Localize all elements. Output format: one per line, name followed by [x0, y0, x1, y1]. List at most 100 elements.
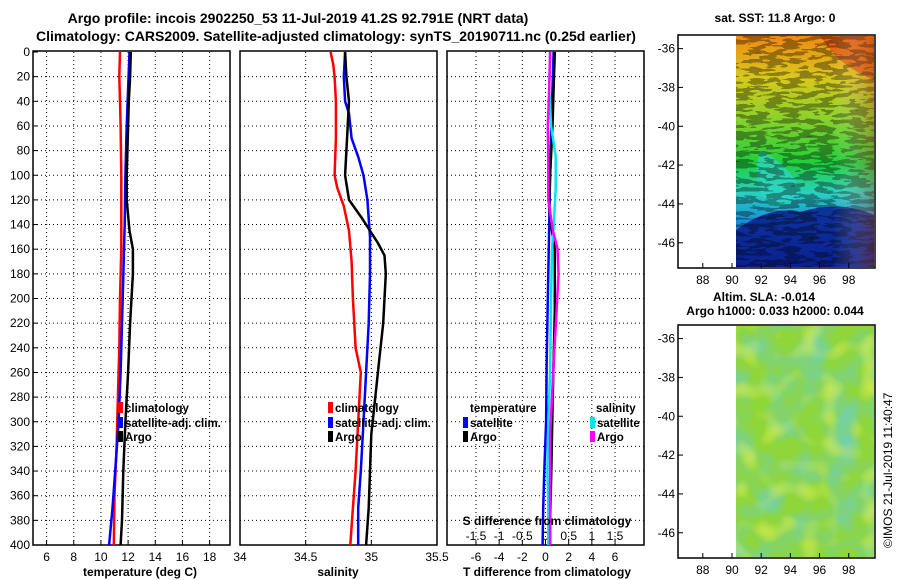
map-y-tick-label: -42 — [658, 448, 676, 462]
temperature-panel: 0 20 40 60 80 100 120 140 160 180 200 220 240 260 280 3… — [10, 45, 231, 579]
y-tick-label: 120 — [10, 193, 30, 207]
sla-map-ticks: 88 90 92 94 96 98 -36 -38 -40 -42 -44 -46 — [658, 332, 856, 577]
series-line-satellite-adj-clim- — [342, 51, 372, 545]
sst-map-ticks: 88 90 92 94 96 98 -36 -38 -40 -42 -44 -46 — [658, 42, 856, 287]
series-line-climatology — [329, 51, 363, 545]
map-y-tick-label: -42 — [658, 158, 676, 172]
difference-panel: -6 -4 -2 0 2 4 6 -1.5 -1 -0.5 0 0.5 1 1.5 temperatur… — [446, 50, 645, 579]
legend-swatch-climatology — [328, 402, 333, 413]
x-tick-label: -4 — [494, 550, 505, 564]
legend-swatch-argo — [118, 431, 123, 442]
salinity-panel: 34 34.5 35 35.5 climatology satellite-adj. … — [233, 50, 449, 579]
x-tick-label: 18 — [203, 550, 217, 564]
x-tick-label: 35 — [365, 550, 379, 564]
legend-swatch-argo — [328, 431, 333, 442]
y-tick-label: 340 — [10, 464, 30, 478]
sla-map-field — [736, 326, 874, 557]
series-line-argo — [343, 51, 388, 545]
sst-map-panel: sat. SST: 11.8 Argo: 0 88 90 92 94 96 98 -36 -3… — [658, 11, 876, 287]
s-difference-label: S difference from climatology — [463, 514, 632, 528]
y-tick-label: 100 — [10, 168, 30, 182]
y-tick-label: 320 — [10, 439, 30, 453]
x-tick-label: 2 — [565, 550, 572, 564]
map-y-tick-label: -44 — [658, 197, 676, 211]
legend-label-t-satellite: satellite — [470, 418, 513, 430]
s-tick-label: 1.5 — [607, 529, 624, 543]
map-y-tick-label: -38 — [658, 80, 676, 94]
t-difference-xlabel: T difference from climatology — [463, 565, 631, 579]
x-tick-label: 16 — [176, 550, 190, 564]
y-tick-label: 180 — [10, 267, 30, 281]
sst-map-title: sat. SST: 11.8 Argo: 0 — [715, 11, 836, 25]
s-tick-label: 1 — [589, 529, 596, 543]
map-x-tick-label: 88 — [696, 273, 710, 287]
legend-label-s-argo: Argo — [597, 432, 624, 444]
map-y-tick-label: -44 — [658, 487, 676, 501]
s-tick-label: -1 — [494, 529, 505, 543]
x-tick-label: 34.5 — [294, 550, 318, 564]
y-tick-label: 300 — [10, 415, 30, 429]
y-tick-label: 240 — [10, 341, 30, 355]
s-tick-label: -1.5 — [466, 529, 487, 543]
sla-field-highlights — [736, 326, 874, 557]
map-x-tick-label: 94 — [784, 273, 798, 287]
sst-map-field — [736, 36, 874, 267]
map-y-tick-label: -38 — [658, 370, 676, 384]
series-line-s-satellite — [546, 51, 557, 545]
depth-tick-labels: 0 20 40 60 80 100 120 140 160 180 200 220 240 260 280 3… — [10, 45, 38, 552]
map-y-tick-label: -46 — [658, 236, 676, 250]
legend-swatch-t-satellite — [463, 417, 468, 428]
legend-swatch-s-argo — [590, 431, 595, 442]
salinity-plot-area — [239, 50, 438, 546]
x-tick-label: 8 — [70, 550, 77, 564]
x-tick-label: 35.5 — [425, 550, 449, 564]
y-tick-label: 60 — [17, 119, 31, 133]
x-tick-label: -2 — [517, 550, 528, 564]
legend-label-satellite: satellite-adj. clim. — [335, 418, 431, 430]
y-tick-label: 140 — [10, 218, 30, 232]
legend-label-climatology: climatology — [335, 403, 400, 415]
legend-label-satellite: satellite-adj. clim. — [125, 418, 221, 430]
legend-heading-temperature: temperature — [470, 403, 536, 415]
map-y-tick-label: -36 — [658, 332, 676, 346]
map-x-tick-label: 88 — [696, 563, 710, 577]
map-x-tick-label: 96 — [813, 273, 827, 287]
x-tick-label: 14 — [149, 550, 163, 564]
map-x-tick-label: 90 — [725, 273, 739, 287]
y-tick-label: 380 — [10, 513, 30, 527]
map-x-tick-label: 94 — [784, 563, 798, 577]
sla-map-subtitle: Argo h1000: 0.033 h2000: 0.044 — [686, 304, 864, 318]
temperature-legend: climatology satellite-adj. clim. Argo — [118, 402, 221, 444]
y-tick-label: 160 — [10, 242, 30, 256]
t-difference-tick-labels: -6 -4 -2 0 2 4 6 — [471, 540, 619, 564]
temperature-grid — [33, 52, 230, 545]
temperature-tick-labels: 6 8 10 12 14 16 18 — [43, 540, 217, 564]
difference-grid — [447, 52, 644, 545]
x-tick-label: 0 — [542, 550, 549, 564]
x-tick-label: 34 — [233, 550, 247, 564]
y-tick-label: 40 — [17, 94, 31, 108]
map-x-tick-label: 98 — [842, 273, 856, 287]
temperature-lines — [107, 51, 135, 545]
series-line-satellite-adj-clim- — [107, 51, 131, 545]
y-tick-label: 200 — [10, 292, 30, 306]
map-x-tick-label: 98 — [842, 563, 856, 577]
legend-swatch-t-argo — [463, 431, 468, 442]
x-tick-label: 6 — [612, 550, 619, 564]
salinity-xlabel: salinity — [317, 565, 359, 579]
salinity-grid — [240, 52, 437, 545]
temperature-xlabel: temperature (deg C) — [83, 565, 197, 579]
y-tick-label: 220 — [10, 316, 30, 330]
series-line-s-argo — [546, 51, 560, 545]
title-line-2: Climatology: CARS2009. Satellite-adjuste… — [36, 28, 636, 44]
legend-label-argo: Argo — [125, 432, 152, 444]
map-y-tick-label: -46 — [658, 526, 676, 540]
y-tick-label: 360 — [10, 489, 30, 503]
legend-heading-salinity: salinity — [596, 403, 636, 415]
sla-map-panel: Altim. SLA: -0.014 Argo h1000: 0.033 h20… — [658, 290, 876, 577]
legend-swatch-s-satellite — [590, 417, 595, 428]
difference-legend: temperature satellite Argo salinity sate… — [463, 403, 640, 444]
map-x-tick-label: 92 — [754, 273, 768, 287]
y-tick-label: 400 — [10, 538, 30, 552]
sla-map-title: Altim. SLA: -0.014 — [713, 290, 815, 304]
